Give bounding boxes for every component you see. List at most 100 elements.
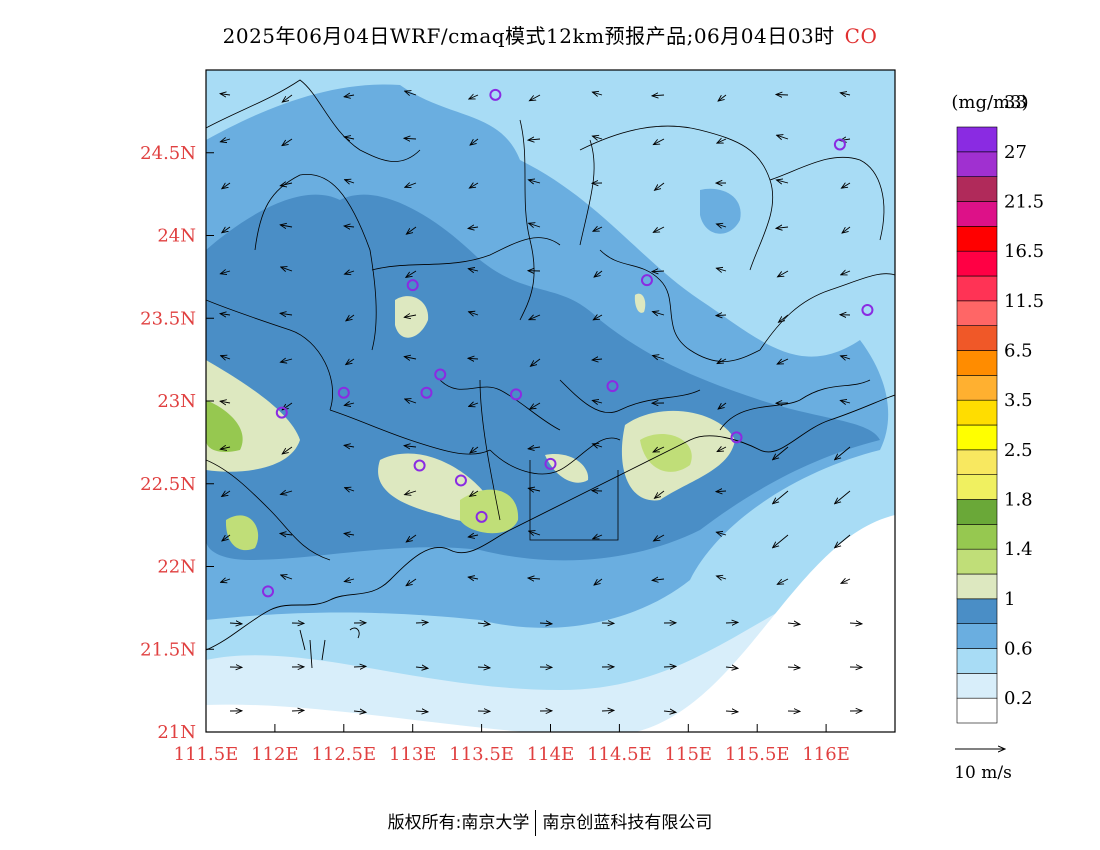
wind-arrow — [468, 227, 479, 228]
wind-arrow — [346, 359, 355, 365]
wind-arrow — [777, 358, 789, 364]
field-patch-green8 — [395, 296, 429, 338]
wind-arrow — [222, 491, 231, 496]
wind-arrow — [353, 711, 366, 712]
wind-arrow — [221, 579, 231, 582]
map-title: 2025年06月04日WRF/cmaq模式12km预报产品;06月04日03时 C… — [0, 20, 1100, 49]
wind-arrow — [528, 180, 541, 183]
colorbar-label: 1.8 — [1004, 490, 1033, 511]
wind-arrow — [280, 359, 293, 362]
wind-arrow — [653, 226, 665, 232]
colorbar-cell — [956, 126, 998, 153]
lon-tick-label: 114E — [527, 744, 575, 765]
wind-arrow — [652, 95, 665, 96]
wind-arrow — [345, 271, 355, 274]
wind-arrow — [528, 578, 541, 579]
wind-arrow — [592, 400, 603, 403]
colorbar-label: 2.5 — [1004, 440, 1033, 461]
wind-arrow — [222, 534, 231, 541]
station-marker — [510, 388, 523, 401]
wind-arrow — [835, 446, 851, 460]
wind-arrow — [415, 667, 428, 668]
lon-axis: 111.5E 112E 112.5E 113E 113.5E 114E 114.5E 115E… — [174, 724, 850, 765]
wind-arrow — [468, 358, 479, 359]
wind-arrow — [406, 270, 417, 277]
wind-arrow — [725, 667, 738, 668]
wind-reference: 10 m/s — [954, 749, 1012, 783]
lat-tick-label: 24.5N — [140, 143, 196, 164]
lon-tick-label: 113.5E — [449, 744, 514, 765]
field-band-lowest — [206, 515, 895, 732]
wind-arrow — [469, 312, 479, 315]
colorbar-label: 6.5 — [1004, 341, 1033, 362]
title-text: 2025年06月04日WRF/cmaq模式12km预报产品;06月04日03时 — [222, 24, 835, 48]
wind-arrow — [477, 667, 490, 668]
wind-arrow — [601, 710, 614, 711]
wind-arrow — [406, 578, 417, 586]
lat-tick-label: 22N — [157, 557, 196, 578]
colorbar-cell — [956, 176, 998, 202]
station-marker — [606, 380, 619, 393]
wind-arrow — [282, 446, 293, 454]
wind-arrow — [530, 358, 541, 366]
wind-arrow — [477, 623, 490, 624]
wind-arrow — [291, 710, 304, 711]
wind-arrow — [470, 491, 479, 496]
wind-arrow — [654, 490, 665, 498]
wind-arrow — [776, 227, 789, 228]
wind-arrow — [282, 94, 293, 102]
wind-arrow — [663, 666, 676, 667]
wind-arrow — [345, 180, 355, 183]
wind-arrow — [717, 447, 727, 452]
wind-arrow — [593, 535, 603, 539]
wind-arrow — [787, 623, 800, 624]
wind-arrow — [594, 578, 603, 585]
wind-arrow — [529, 223, 541, 227]
wind-arrow — [528, 447, 541, 449]
lon-tick-label: 116E — [802, 744, 850, 765]
wind-arrow — [593, 315, 603, 320]
colorbar-cell — [956, 697, 998, 724]
wind-arrow — [593, 227, 603, 231]
colorbar-cell — [956, 499, 998, 525]
wind-arrow — [406, 534, 417, 542]
wind-arrow — [716, 532, 727, 535]
wind-arrow — [653, 446, 665, 452]
wind-arrow — [353, 666, 366, 667]
station-marker — [406, 279, 419, 292]
wind-arrow — [716, 268, 727, 271]
wind-arrow — [222, 226, 231, 233]
wind-arrow — [849, 623, 862, 624]
lon-tick-label: 112.5E — [311, 744, 376, 765]
wind-arrow — [469, 183, 479, 188]
wind-arrow — [776, 180, 789, 183]
wind-arrow — [405, 183, 417, 187]
wind-arrow — [220, 94, 231, 95]
wind-arrow — [469, 403, 479, 406]
wind-arrow — [405, 399, 417, 403]
wind-arrow — [842, 226, 851, 233]
lon-tick-label: 112E — [251, 744, 299, 765]
wind-arrow — [654, 534, 665, 541]
wind-arrow — [222, 182, 231, 189]
wind-arrow — [529, 315, 541, 320]
wind-arrow — [841, 183, 851, 188]
colorbar-cell — [956, 325, 998, 351]
wind-arrow — [593, 444, 603, 447]
wind-arrow — [221, 356, 231, 359]
wind-arrow — [652, 271, 665, 272]
lon-tick-label: 115.5E — [725, 744, 790, 765]
wind-arrow — [344, 137, 355, 139]
colorbar-label: 3.5 — [1004, 390, 1033, 411]
wind-arrow — [404, 446, 417, 447]
wind-arrow — [280, 313, 293, 315]
colorbar-label: 1 — [1004, 589, 1015, 610]
lat-tick-label: 23N — [157, 391, 196, 412]
colorbar-cell — [956, 623, 998, 649]
wind-arrow — [725, 711, 738, 712]
wind-arrow — [717, 359, 727, 364]
colorbar-cell — [956, 474, 998, 500]
colorbar-label: 11.5 — [1004, 291, 1044, 312]
wind-arrow — [405, 91, 417, 95]
wind-arrow — [773, 446, 789, 460]
